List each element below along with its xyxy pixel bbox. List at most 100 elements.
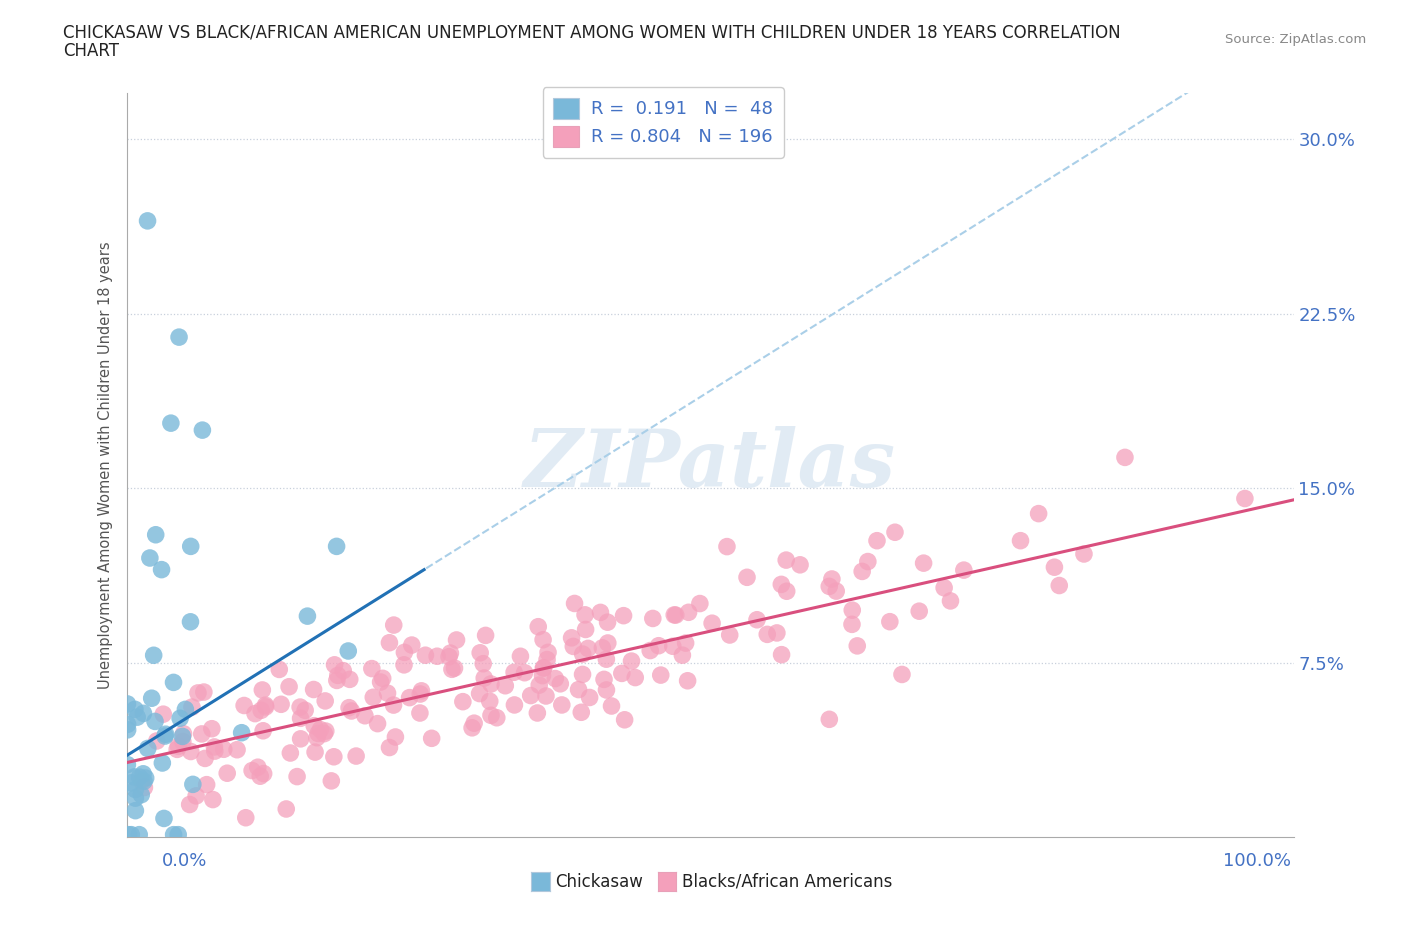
- Point: [131, 774, 153, 789]
- Point: [201, 792, 224, 807]
- Point: [184, 789, 207, 804]
- Point: [173, 726, 195, 741]
- Point: [676, 673, 699, 688]
- Point: [136, 214, 159, 229]
- Point: [479, 676, 502, 691]
- Point: [254, 699, 277, 714]
- Point: [204, 739, 226, 754]
- Point: [325, 539, 347, 554]
- Point: [160, 416, 183, 431]
- Point: [314, 694, 336, 709]
- Point: [593, 672, 616, 687]
- Point: [172, 729, 194, 744]
- Point: [249, 769, 271, 784]
- Point: [735, 570, 758, 585]
- Point: [596, 615, 619, 630]
- Point: [1114, 450, 1136, 465]
- Point: [934, 580, 956, 595]
- Point: [141, 691, 163, 706]
- Point: [132, 774, 155, 789]
- Point: [461, 721, 484, 736]
- Point: [437, 649, 460, 664]
- Point: [415, 648, 437, 663]
- Point: [172, 734, 194, 749]
- Text: Blacks/African Americans: Blacks/African Americans: [682, 872, 893, 891]
- Point: [290, 711, 312, 725]
- Point: [166, 742, 188, 757]
- Point: [613, 712, 636, 727]
- Point: [463, 716, 485, 731]
- Point: [117, 723, 139, 737]
- Point: [825, 584, 848, 599]
- Point: [344, 749, 367, 764]
- Point: [821, 572, 844, 587]
- Point: [531, 632, 554, 647]
- Point: [519, 688, 541, 703]
- Point: [240, 764, 263, 778]
- Point: [420, 731, 443, 746]
- Point: [591, 641, 613, 656]
- Point: [340, 704, 363, 719]
- Point: [675, 635, 697, 650]
- Y-axis label: Unemployment Among Women with Children Under 18 years: Unemployment Among Women with Children U…: [98, 241, 114, 689]
- Point: [398, 690, 420, 705]
- Point: [527, 619, 550, 634]
- Point: [231, 725, 253, 740]
- Point: [479, 708, 502, 723]
- Point: [595, 683, 617, 698]
- Point: [776, 584, 799, 599]
- Point: [280, 746, 302, 761]
- Point: [567, 682, 589, 697]
- Text: ZIPatlas: ZIPatlas: [524, 426, 896, 504]
- Point: [120, 828, 142, 843]
- Point: [276, 802, 298, 817]
- Point: [128, 770, 150, 785]
- Point: [382, 618, 405, 632]
- Point: [367, 716, 389, 731]
- Point: [531, 668, 554, 683]
- Point: [315, 724, 337, 738]
- Point: [124, 790, 146, 805]
- Point: [574, 607, 596, 622]
- Point: [550, 676, 572, 691]
- Point: [884, 525, 907, 539]
- Point: [145, 527, 167, 542]
- Point: [770, 647, 793, 662]
- Point: [564, 596, 586, 611]
- Point: [841, 617, 863, 631]
- Point: [571, 667, 593, 682]
- Point: [250, 703, 273, 718]
- Point: [513, 665, 536, 680]
- Point: [179, 615, 201, 630]
- Point: [167, 330, 190, 345]
- Point: [756, 627, 779, 642]
- Point: [252, 724, 274, 738]
- Point: [411, 684, 433, 698]
- Point: [378, 740, 401, 755]
- Point: [716, 539, 738, 554]
- Point: [589, 604, 612, 619]
- Point: [243, 706, 266, 721]
- Point: [470, 645, 492, 660]
- Point: [879, 614, 901, 629]
- Point: [361, 690, 384, 705]
- Point: [770, 577, 793, 591]
- Point: [1010, 533, 1032, 548]
- Point: [332, 663, 354, 678]
- Point: [124, 769, 146, 784]
- Point: [775, 552, 797, 567]
- Point: [392, 658, 415, 672]
- Point: [153, 728, 176, 743]
- Point: [142, 648, 165, 663]
- Point: [278, 679, 301, 694]
- Point: [912, 556, 935, 571]
- Point: [641, 611, 664, 626]
- Point: [610, 666, 633, 681]
- Point: [401, 638, 423, 653]
- Point: [544, 671, 567, 686]
- Point: [575, 622, 598, 637]
- Point: [302, 718, 325, 733]
- Point: [1047, 578, 1070, 593]
- Point: [394, 644, 416, 659]
- Point: [285, 769, 308, 784]
